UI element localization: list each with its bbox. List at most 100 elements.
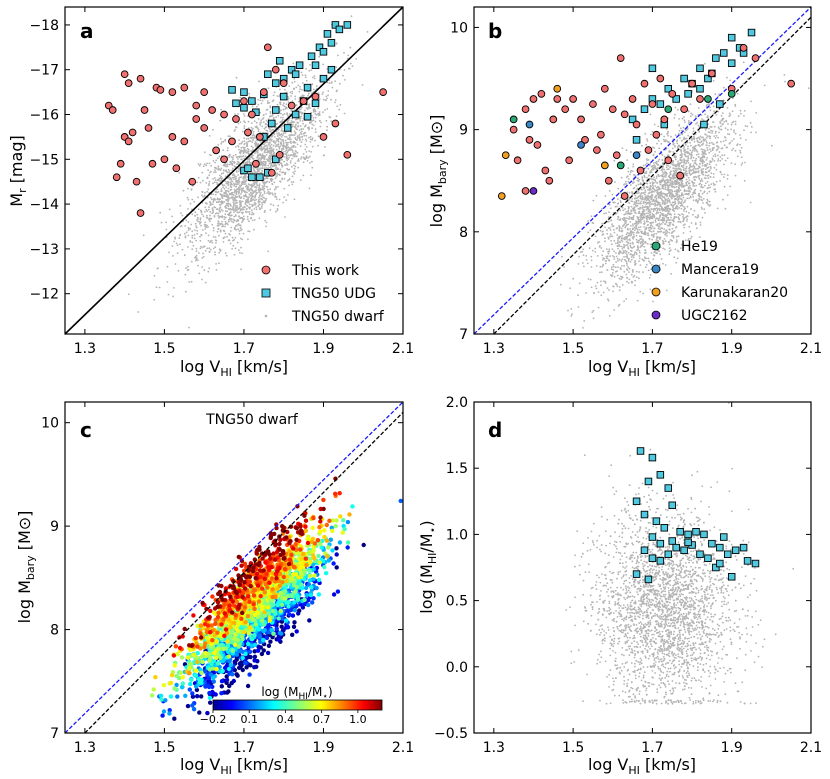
dwarf-point [227,198,230,201]
dwarf-point [205,232,207,235]
dwarf-point [293,172,296,175]
dwarf-point [219,229,222,232]
dwarf-point [259,193,261,196]
dwarf-point [278,137,281,140]
dwarf-point [209,248,212,251]
dwarf-point [659,191,662,194]
dwarf-point [187,229,190,232]
dwarf-point [629,228,631,230]
dwarf-point [608,203,611,206]
dwarf-point [665,289,668,292]
dwarf-point [257,148,260,150]
dwarf-point [229,176,232,179]
dwarf-point [697,171,700,174]
dwarf-point [216,212,218,215]
dwarf-point [210,198,213,201]
dwarf-point [234,237,237,239]
dwarf-point [269,112,272,114]
dwarf-point [613,309,616,311]
dwarf-point [317,107,320,110]
dwarf-point [629,173,631,176]
dwarf-point [282,140,285,143]
dwarf-point [635,253,638,256]
udg-point [232,99,240,108]
dwarf-point [209,240,212,243]
dwarf-point [695,157,698,160]
dwarf-point [267,150,270,153]
dwarf-point [201,194,203,197]
dwarf-point [254,202,257,205]
dwarf-point [223,192,226,195]
dwarf-point [604,262,607,265]
dwarf-point [233,165,236,168]
dwarf-point [278,163,281,166]
dwarf-point [242,215,245,218]
dwarf-point [224,139,227,142]
dwarf-point [638,228,641,231]
dwarf-point [658,250,660,253]
dwarf-point [630,169,632,172]
dwarf-point [645,203,648,206]
dwarf-point [260,192,262,194]
dwarf-point [263,156,266,159]
dwarf-point [261,203,264,206]
dwarf-point [609,229,612,231]
dwarf-point [307,156,310,159]
dwarf-point [706,141,708,144]
dwarf-point [187,187,189,190]
dwarf-point [655,207,658,210]
dwarf-point [602,233,605,236]
dwarf-point [253,228,255,231]
dwarf-point [681,161,683,164]
dwarf-point [254,195,257,198]
dwarf-point [663,228,666,230]
dwarf-point [305,67,307,70]
dwarf-point [246,215,249,218]
dwarf-point [243,157,246,160]
dwarf-point [285,103,288,106]
dwarf-point [196,219,198,221]
dwarf-point [714,132,717,134]
dwarf-point [303,156,305,159]
dwarf-point [600,247,603,249]
dwarf-point [266,186,269,188]
dwarf-point [783,74,786,76]
dwarf-point [250,150,253,153]
dwarf-point [274,126,277,129]
dwarf-point [222,186,225,189]
dwarf-point [297,158,300,161]
dwarf-point [322,111,324,114]
dwarf-point [615,283,618,286]
dwarf-point [284,150,286,153]
dwarf-point [699,221,702,224]
dwarf-point [255,121,258,124]
dwarf-point [314,128,317,131]
dwarf-point [620,245,622,248]
dwarf-point [630,205,633,208]
dwarf-point [649,229,651,232]
dwarf-point [218,178,220,181]
udg-point [228,86,236,94]
dwarf-point [629,234,632,237]
dwarf-point [233,178,235,181]
dwarf-point [588,247,591,250]
dwarf-point [231,248,234,250]
dwarf-point [642,164,645,167]
dwarf-point [300,130,303,133]
dwarf-point [713,110,715,113]
dwarf-point [731,149,733,152]
dwarf-point [608,315,611,317]
dwarf-point [679,127,682,130]
dwarf-point [166,265,169,268]
dwarf-point [745,139,747,141]
dwarf-point [234,199,237,202]
dwarf-point [226,222,229,225]
dwarf-point [186,265,189,268]
dwarf-point [266,123,269,126]
dwarf-point [300,133,303,136]
this-work-point [128,128,137,137]
dwarf-point [308,136,310,139]
dwarf-point [607,236,610,239]
dwarf-point [309,141,312,143]
dwarf-point [700,144,703,146]
